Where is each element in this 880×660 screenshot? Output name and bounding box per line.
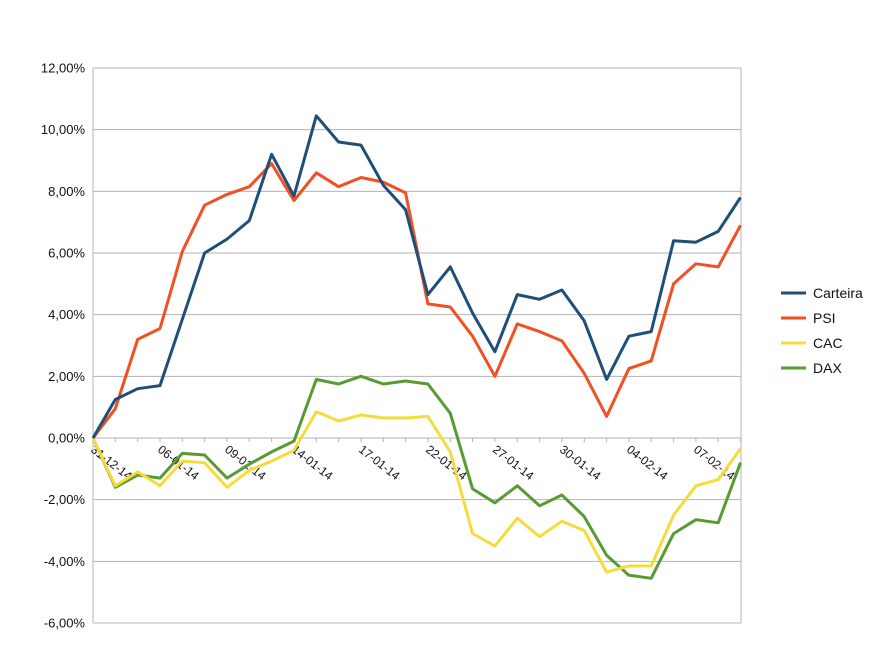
y-tick-label: 10,00% <box>41 122 86 137</box>
y-tick-label: 6,00% <box>48 246 85 261</box>
legend-label-cac: CAC <box>813 335 843 351</box>
series-line-cac <box>91 410 742 574</box>
x-tick-label: 17-01-14 <box>356 442 403 483</box>
legend-label-carteira: Carteira <box>813 285 863 301</box>
y-tick-label: -4,00% <box>44 554 86 569</box>
y-tick-label: -2,00% <box>44 492 86 507</box>
legend-label-psi: PSI <box>813 310 836 326</box>
y-tick-label: 12,00% <box>41 61 86 76</box>
y-tick-label: 0,00% <box>48 431 85 446</box>
series-line-carteira <box>91 114 742 439</box>
series-line-dax <box>91 374 742 580</box>
legend-label-dax: DAX <box>813 360 842 376</box>
legend: Carteira PSI CAC DAX <box>781 285 863 376</box>
y-tick-label: -6,00% <box>44 616 86 631</box>
series-line-psi <box>91 162 742 439</box>
x-tick-label: 30-01-14 <box>557 442 604 483</box>
x-tick-label: 27-01-14 <box>490 442 537 483</box>
x-tick-label: 04-02-14 <box>624 442 671 483</box>
y-axis: 12,00% 10,00% 8,00% 6,00% 4,00% 2,00% 0,00% -2,… <box>41 61 86 631</box>
y-tick-label: 8,00% <box>48 184 85 199</box>
grid-lines <box>92 67 742 624</box>
series-lines <box>91 114 742 580</box>
y-tick-label: 4,00% <box>48 307 85 322</box>
y-tick-label: 2,00% <box>48 369 85 384</box>
